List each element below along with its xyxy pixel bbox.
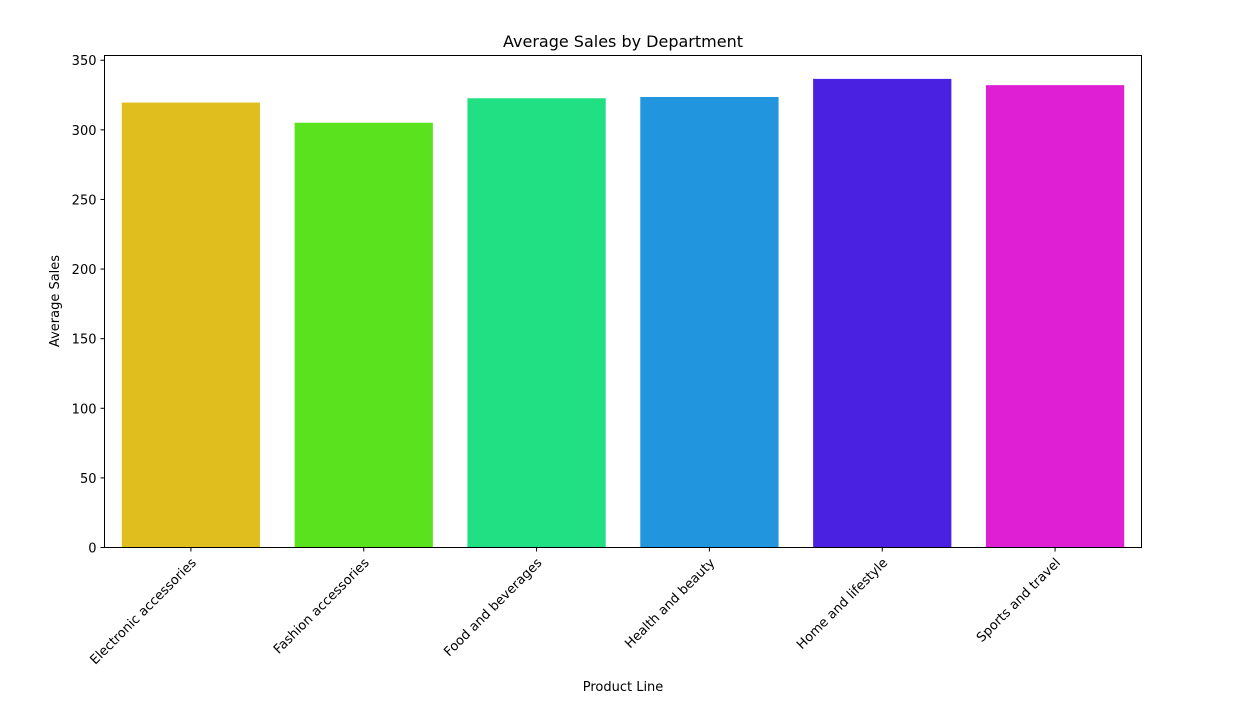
bar-4 — [813, 78, 952, 548]
y-axis-label: Average Sales — [48, 255, 63, 347]
y-tick-label-0: 0 — [88, 542, 96, 557]
y-axis: 0 50 100 150 200 250 300 350 — [72, 54, 105, 557]
plot-frame — [104, 55, 1142, 548]
bar-2 — [467, 98, 606, 548]
y-tick-label-2: 100 — [72, 402, 97, 417]
x-tick-label-1: Fashion accessories — [271, 556, 373, 658]
y-tick-label-7: 350 — [72, 54, 97, 69]
chart-title: Average Sales by Department — [503, 32, 743, 51]
bar-0 — [121, 102, 261, 548]
x-axis-label: Product Line — [583, 680, 664, 695]
bar-5 — [985, 85, 1125, 548]
x-tick-label-5: Sports and travel — [974, 556, 1064, 646]
x-tick-label-0: Electronic accessories — [88, 556, 200, 668]
y-tick-label-5: 250 — [72, 193, 97, 208]
y-tick-label-3: 150 — [72, 333, 97, 348]
y-tick-label-1: 50 — [80, 472, 97, 487]
bars-group — [121, 78, 1125, 548]
x-axis: Electronic accessories Fashion accessorie… — [88, 547, 1064, 668]
bar-1 — [294, 122, 433, 548]
y-tick-label-6: 300 — [72, 124, 97, 139]
x-tick-label-4: Home and lifestyle — [794, 556, 891, 653]
x-tick-label-3: Health and beauty — [622, 556, 718, 652]
y-tick-label-4: 200 — [72, 263, 97, 278]
x-tick-label-2: Food and beverages — [441, 556, 545, 660]
bar-3 — [640, 96, 779, 548]
